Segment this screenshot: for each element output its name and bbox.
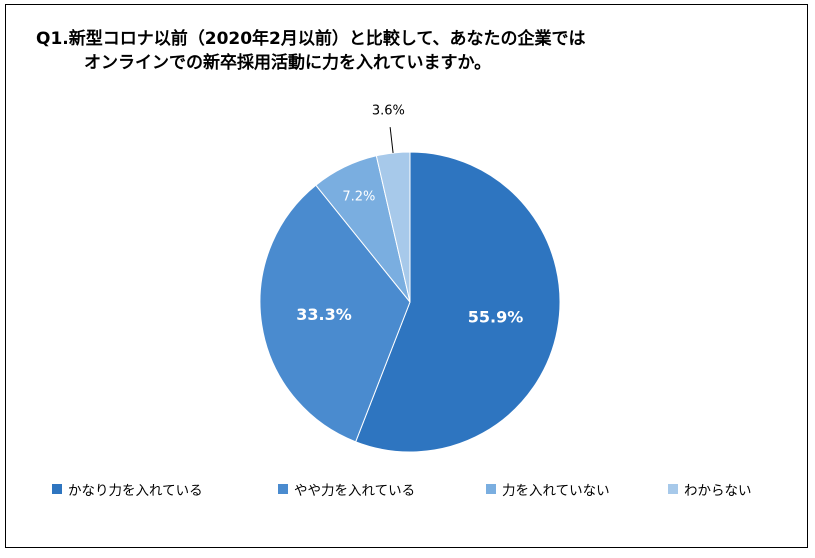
legend-item-2: やや力を入れている — [278, 479, 415, 499]
chart-title: Q1.新型コロナ以前（2020年2月以前）と比較して、あなたの企業では オンライ… — [36, 27, 586, 75]
legend-item-4: わからない — [668, 479, 752, 499]
chart-legend: かなり力を入れている やや力を入れている 力を入れていない わからない — [52, 479, 772, 499]
pie-slice-2 — [259, 184, 411, 443]
legend-swatch-3 — [486, 484, 496, 494]
legend-swatch-2 — [278, 484, 288, 494]
legend-label-4: わからない — [684, 483, 752, 499]
data-label-2: 33.3% — [296, 305, 352, 324]
legend-swatch-1 — [52, 484, 62, 494]
legend-label-1: かなり力を入れている — [68, 483, 203, 499]
legend-item-3: 力を入れていない — [486, 479, 610, 499]
pie-slice-1 — [355, 151, 561, 453]
chart-title-line2: オンラインでの新卒採用活動に力を入れていますか。 — [84, 53, 492, 73]
legend-label-2: やや力を入れている — [294, 483, 416, 499]
data-label-1: 55.9% — [468, 308, 524, 327]
chart-title-line1: Q1.新型コロナ以前（2020年2月以前）と比較して、あなたの企業では — [36, 29, 586, 49]
legend-item-1: かなり力を入れている — [52, 479, 203, 499]
data-label-4: 3.6% — [372, 104, 405, 119]
data-label-3: 7.2% — [342, 189, 375, 204]
leader-line — [389, 127, 394, 154]
legend-label-3: 力を入れていない — [502, 483, 610, 499]
legend-swatch-4 — [668, 484, 678, 494]
